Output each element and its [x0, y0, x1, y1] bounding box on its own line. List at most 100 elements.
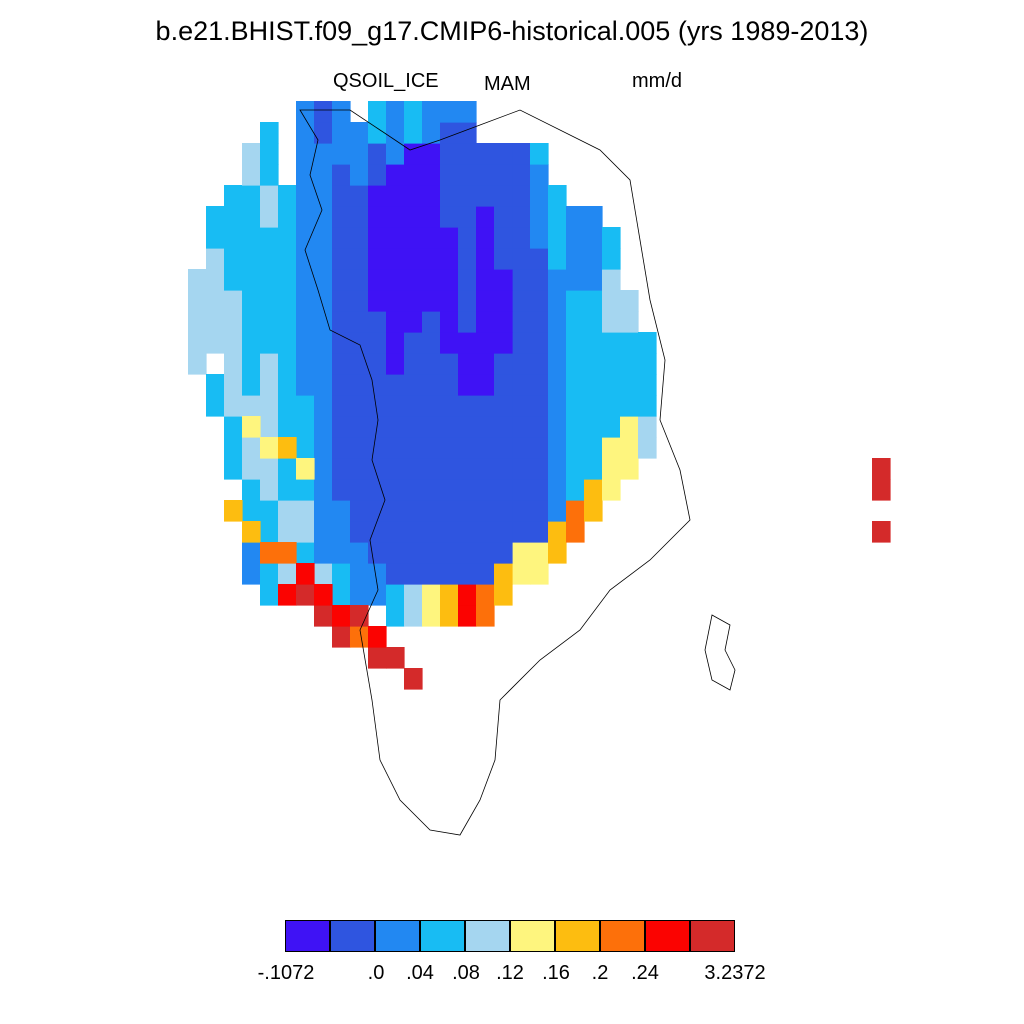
grid-cell — [602, 311, 621, 333]
grid-cell — [314, 206, 333, 228]
grid-cell — [530, 353, 549, 375]
grid-cell — [368, 122, 387, 144]
grid-cell — [386, 395, 405, 417]
grid-cell — [548, 248, 567, 270]
grid-cell — [458, 395, 477, 417]
grid-cell — [458, 101, 477, 123]
grid-cell — [404, 605, 423, 627]
grid-cell — [422, 206, 441, 228]
grid-cell — [512, 164, 531, 186]
grid-cell — [260, 458, 279, 480]
grid-cell — [566, 416, 585, 438]
grid-cell — [332, 563, 351, 585]
grid-cell — [548, 521, 567, 543]
grid-cell — [296, 185, 315, 207]
grid-cell — [332, 164, 351, 186]
grid-cell — [512, 332, 531, 354]
grid-cell — [368, 290, 387, 312]
grid-cell — [242, 374, 261, 396]
grid-cell — [512, 269, 531, 291]
grid-cell-iceland — [872, 458, 891, 480]
grid-cell — [530, 164, 549, 186]
grid-cell — [548, 374, 567, 396]
grid-cell — [440, 248, 459, 270]
grid-cell — [242, 353, 261, 375]
grid-cell — [404, 521, 423, 543]
grid-cell — [476, 332, 495, 354]
grid-cell — [494, 143, 513, 165]
grid-cell — [458, 521, 477, 543]
grid-cell — [350, 311, 369, 333]
grid-cell-coastal — [350, 605, 369, 627]
grid-cell — [422, 227, 441, 249]
grid-cell — [458, 311, 477, 333]
grid-cell — [206, 311, 225, 333]
grid-cell — [332, 332, 351, 354]
grid-cell — [476, 164, 495, 186]
grid-cell — [458, 500, 477, 522]
grid-cell — [584, 227, 603, 249]
grid-cell — [332, 143, 351, 165]
grid-cell-coastal — [368, 647, 387, 669]
grid-cell — [530, 332, 549, 354]
coastline — [299, 109, 736, 836]
grid-cell — [440, 416, 459, 438]
grid-cell — [494, 164, 513, 186]
grid-cell — [512, 290, 531, 312]
grid-cell — [404, 563, 423, 585]
grid-cell — [260, 395, 279, 417]
grid-cell — [638, 416, 657, 438]
grid-cell — [530, 185, 549, 207]
grid-cell — [224, 227, 243, 249]
grid-cell — [458, 206, 477, 228]
grid-cell — [188, 269, 207, 291]
grid-cell — [332, 542, 351, 564]
colorbar-swatch — [555, 920, 600, 952]
grid-cell — [458, 563, 477, 585]
grid-cell — [404, 542, 423, 564]
grid-cell — [440, 458, 459, 480]
grid-cell — [422, 479, 441, 501]
grid-cell — [458, 458, 477, 480]
grid-cell — [278, 500, 297, 522]
grid-cell — [566, 458, 585, 480]
grid-cell — [422, 437, 441, 459]
grid-cell — [404, 269, 423, 291]
grid-cell — [458, 143, 477, 165]
colorbar-swatch — [645, 920, 690, 952]
grid-cell — [350, 458, 369, 480]
grid-cell — [314, 290, 333, 312]
grid-cell — [494, 311, 513, 333]
grid-cell — [368, 374, 387, 396]
grid-cell — [512, 143, 531, 165]
grid-cell — [386, 605, 405, 627]
grid-cell — [242, 143, 261, 165]
grid-cell — [350, 122, 369, 144]
grid-cell — [620, 395, 639, 417]
grid-cell — [422, 332, 441, 354]
grid-cell — [440, 143, 459, 165]
colorbar-swatch — [600, 920, 645, 952]
grid-cell — [350, 290, 369, 312]
grid-cell — [530, 227, 549, 249]
grid-cell — [278, 185, 297, 207]
grid-cell — [224, 353, 243, 375]
grid-cell — [386, 521, 405, 543]
grid-cell — [422, 311, 441, 333]
grid-cell — [368, 500, 387, 522]
grid-cell — [260, 563, 279, 585]
grid-cell — [368, 311, 387, 333]
grid-cell — [386, 416, 405, 438]
grid-cell — [350, 164, 369, 186]
grid-cell — [476, 416, 495, 438]
grid-cell — [368, 248, 387, 270]
grid-cell-coastal — [404, 668, 423, 690]
grid-cell — [314, 416, 333, 438]
grid-cell — [386, 206, 405, 228]
grid-cell — [296, 143, 315, 165]
grid-cell — [350, 437, 369, 459]
grid-cell — [494, 458, 513, 480]
grid-cell-coastal — [332, 626, 351, 648]
grid-cell — [404, 122, 423, 144]
grid-cell — [638, 353, 657, 375]
